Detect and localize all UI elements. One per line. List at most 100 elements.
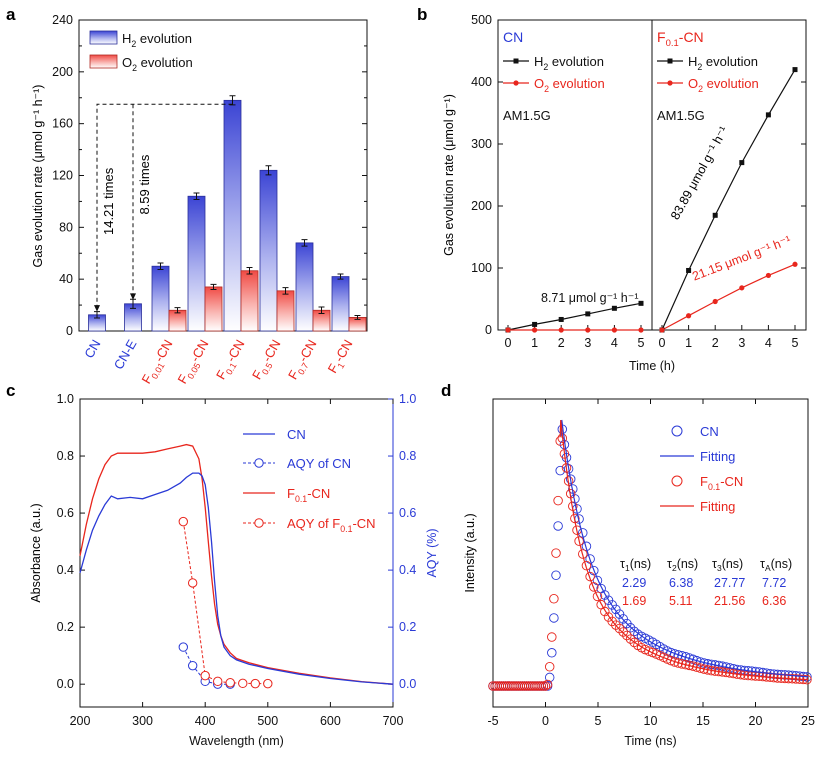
error-bar-h2 bbox=[94, 311, 100, 319]
legend-marker-h2 bbox=[513, 58, 519, 64]
data-point-cn bbox=[625, 623, 636, 633]
annotation-label: 14.21 times bbox=[101, 167, 116, 235]
panel-a-bar-chart: 0 40 80 120 160 200 240 Gas evolution rate (μmo… bbox=[31, 13, 368, 386]
series-line-h2 bbox=[507, 302, 642, 331]
y-tick-label: 80 bbox=[59, 220, 73, 234]
y-tick-label: 240 bbox=[52, 13, 73, 27]
y2-tick-label: 0.8 bbox=[399, 449, 416, 463]
data-point-aqy-f01-cn bbox=[187, 578, 198, 588]
y2-tick-label: 0.2 bbox=[399, 620, 416, 634]
legend-label-f01-cn: F0.1-CN bbox=[287, 486, 330, 504]
table-cell: 27.77 bbox=[714, 576, 745, 590]
data-point-f01-cn bbox=[669, 657, 680, 667]
data-point-f01-cn bbox=[625, 634, 636, 644]
data-point-o2 bbox=[686, 313, 692, 319]
data-point-f01-cn bbox=[618, 627, 628, 637]
data-point-f01-cn bbox=[614, 623, 625, 634]
data-point-o2 bbox=[558, 327, 564, 333]
data-point-cn bbox=[600, 590, 610, 600]
y-tick-label: 0.6 bbox=[57, 506, 74, 520]
data-point-cn bbox=[581, 541, 592, 552]
bar-h2 bbox=[187, 195, 206, 332]
data-point-f01-cn bbox=[540, 681, 551, 691]
data-point-f01-cn bbox=[547, 632, 557, 642]
data-point-f01-cn bbox=[578, 549, 588, 559]
data-point-f01-cn bbox=[589, 582, 599, 592]
legend-label-fitting-cn: Fitting bbox=[700, 449, 735, 464]
legend-marker-cn bbox=[671, 425, 683, 437]
bar-h2 bbox=[151, 265, 170, 332]
error-bar-h2 bbox=[265, 165, 272, 176]
data-point-f01-cn bbox=[600, 606, 610, 617]
subpanel-title: F0.1-CN bbox=[657, 29, 704, 49]
series-line-h2 bbox=[661, 69, 796, 331]
bar-h2 bbox=[331, 276, 350, 332]
error-bar-h2 bbox=[337, 273, 344, 280]
data-point-h2 bbox=[585, 311, 591, 317]
legend-label-f01-cn: F0.1-CN bbox=[700, 474, 743, 492]
legend-swatch-h2 bbox=[89, 30, 118, 45]
annotation-dashed-line bbox=[96, 103, 233, 312]
data-point-o2 bbox=[712, 298, 718, 305]
y-axis-label: Intensity (a.u.) bbox=[463, 513, 477, 592]
x-tick-label: 3 bbox=[584, 336, 591, 350]
data-point-o2 bbox=[765, 272, 772, 279]
y-tick-label: 40 bbox=[59, 272, 73, 286]
data-point-h2 bbox=[638, 300, 644, 306]
data-point-f01-cn bbox=[536, 681, 547, 691]
data-point-f01-cn bbox=[542, 679, 553, 690]
legend-marker-aqy-cn bbox=[254, 458, 264, 468]
fitting-line-cn bbox=[560, 419, 809, 678]
y-tick-label: 0.2 bbox=[57, 620, 74, 634]
legend-label-aqy-cn: AQY of CN bbox=[287, 456, 351, 471]
data-point-f01-cn bbox=[680, 659, 691, 670]
bar-h2 bbox=[295, 242, 314, 332]
y-tick-label: 0.4 bbox=[57, 563, 74, 577]
y2-tick-label: 0.0 bbox=[399, 677, 416, 691]
x-tick-label: 20 bbox=[749, 714, 763, 728]
data-point-cn bbox=[691, 655, 702, 666]
panel-label-c: c bbox=[6, 381, 15, 400]
data-point-aqy-f01-cn bbox=[238, 678, 248, 689]
x-tick-label: 300 bbox=[132, 714, 153, 728]
data-point-h2 bbox=[532, 321, 538, 327]
x-tick-label: 1 bbox=[531, 336, 538, 350]
y-tick-label: 120 bbox=[52, 169, 73, 183]
error-bar-h2 bbox=[229, 95, 236, 106]
x-tick-label: 2 bbox=[712, 336, 719, 350]
x-tick-label: 1 bbox=[685, 336, 692, 350]
y-tick-label: 400 bbox=[471, 75, 492, 89]
legend-label-aqy-f01-cn: AQY of F0.1-CN bbox=[287, 516, 376, 534]
y2-tick-label: 0.6 bbox=[399, 506, 416, 520]
bar-o2 bbox=[168, 309, 187, 332]
legend-marker-h2 bbox=[667, 58, 673, 64]
data-point-f01-cn bbox=[622, 630, 632, 641]
data-point-aqy-cn bbox=[187, 660, 198, 671]
error-bar-h2 bbox=[193, 192, 200, 200]
x-tick-label: 0 bbox=[542, 714, 549, 728]
x-tick-label: 700 bbox=[383, 714, 404, 728]
data-point-f01-cn bbox=[688, 661, 698, 671]
data-point-aqy-f01-cn bbox=[178, 516, 188, 527]
x-tick-label: 5 bbox=[792, 336, 799, 350]
table-header: τ1(ns) bbox=[620, 557, 651, 573]
error-bar-o2 bbox=[210, 283, 217, 291]
y-tick-label: 100 bbox=[471, 261, 492, 275]
legend-label-fitting-f01-cn: Fitting bbox=[700, 499, 735, 514]
annotation-label: 8.59 times bbox=[137, 154, 152, 214]
data-point-cn bbox=[677, 650, 687, 661]
data-point-cn bbox=[544, 672, 555, 683]
legend-label-h2: H2 evolution bbox=[534, 54, 604, 72]
data-point-f01-cn bbox=[585, 571, 595, 582]
x-tick-label: 500 bbox=[257, 714, 278, 728]
x-tick-label: 3 bbox=[738, 336, 745, 350]
y2-tick-label: 1.0 bbox=[399, 392, 416, 406]
y-axis-label: Gas evolution rate (μmol g⁻¹) bbox=[442, 94, 456, 256]
y-tick-label: 0.0 bbox=[57, 677, 74, 691]
data-point-f01-cn bbox=[673, 658, 684, 668]
subpanel-title: CN bbox=[503, 29, 523, 45]
table-header: τA(ns) bbox=[760, 557, 792, 573]
bar-h2 bbox=[259, 169, 278, 332]
table-cell: 21.56 bbox=[714, 594, 745, 608]
panel-d-decay-chart: -5 0 5 10 15 20 25 Intensity (a.u.) Time (ns) CN F… bbox=[463, 398, 815, 748]
